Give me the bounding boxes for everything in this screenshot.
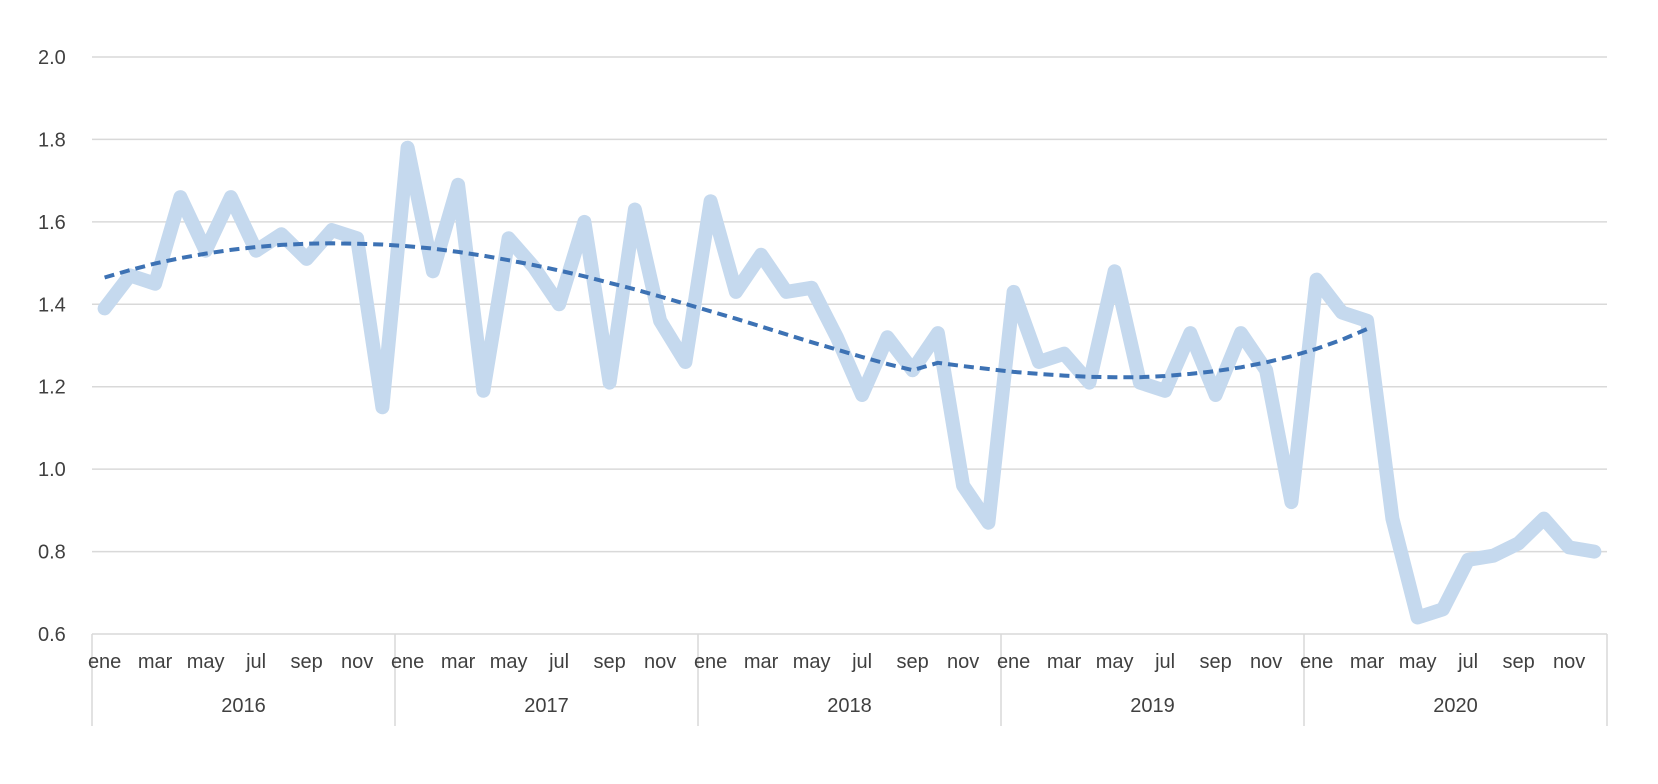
x-tick-label: jul: [1154, 651, 1175, 673]
y-tick-label: 1.8: [38, 129, 66, 151]
y-tick-label: 0.6: [38, 624, 66, 646]
x-tick-label: ene: [997, 651, 1030, 673]
x-tick-label: sep: [291, 651, 323, 673]
x-tick-label: sep: [1503, 651, 1535, 673]
x-tick-label: jul: [548, 651, 569, 673]
x-tick-label: mar: [1350, 651, 1385, 673]
x-tick-label: nov: [1553, 651, 1585, 673]
trend-line: [104, 241, 1368, 380]
x-year-label: 2016: [221, 695, 266, 717]
x-tick-label: mar: [1047, 651, 1082, 673]
x-tick-label: nov: [341, 651, 373, 673]
x-tick-label: jul: [1457, 651, 1478, 673]
x-tick-label: may: [793, 651, 831, 673]
x-year-label: 2018: [827, 695, 872, 717]
x-tick-label: ene: [88, 651, 121, 673]
x-tick-label: sep: [897, 651, 929, 673]
x-tick-label: ene: [391, 651, 424, 673]
x-tick-label: sep: [594, 651, 626, 673]
x-tick-label: may: [1399, 651, 1437, 673]
x-tick-label: sep: [1200, 651, 1232, 673]
y-tick-label: 2.0: [38, 47, 66, 69]
y-axis: 0.6 0.8 1.0 1.2 1.4 1.6 1.8 2.0: [38, 47, 66, 646]
x-tick-label: ene: [1300, 651, 1333, 673]
x-tick-label: jul: [851, 651, 872, 673]
y-tick-label: 1.6: [38, 212, 66, 234]
x-tick-label: nov: [947, 651, 979, 673]
y-tick-label: 0.8: [38, 542, 66, 564]
y-tick-label: 1.2: [38, 377, 66, 399]
x-tick-label: may: [490, 651, 528, 673]
x-tick-label: nov: [1250, 651, 1282, 673]
x-tick-label: jul: [245, 651, 266, 673]
gridlines: [92, 56, 1607, 553]
x-year-label: 2017: [524, 695, 569, 717]
x-tick-label: mar: [744, 651, 779, 673]
x-year-label: 2019: [1130, 695, 1175, 717]
y-tick-label: 1.0: [38, 459, 66, 481]
x-tick-label: nov: [644, 651, 676, 673]
x-tick-label: may: [187, 651, 225, 673]
series-layer: [97, 140, 1602, 625]
y-tick-label: 1.4: [38, 294, 66, 316]
x-tick-label: may: [1096, 651, 1134, 673]
x-tick-label: mar: [441, 651, 476, 673]
x-tick-label: mar: [138, 651, 173, 673]
x-tick-label: ene: [694, 651, 727, 673]
x-year-label: 2020: [1433, 695, 1478, 717]
series-line: [97, 140, 1602, 625]
